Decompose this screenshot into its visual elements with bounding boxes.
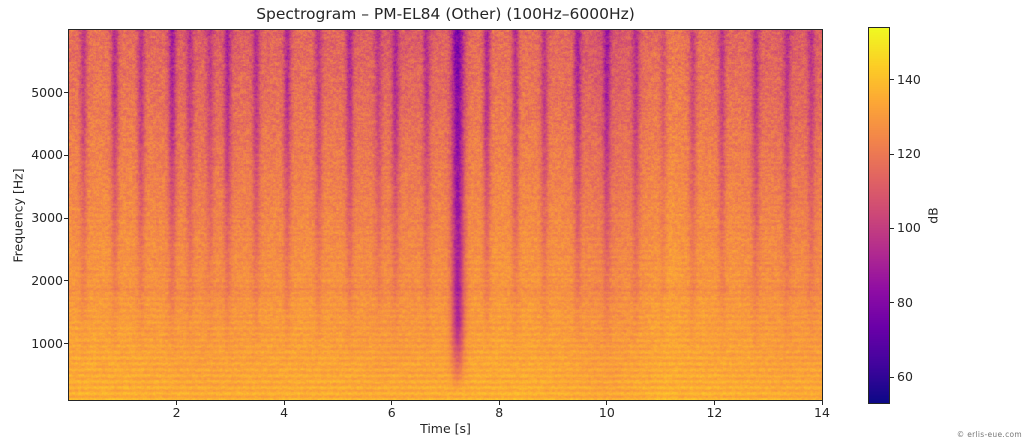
y-tick-mark <box>64 280 68 282</box>
y-tick-label: 5000 <box>31 84 63 100</box>
x-tick-mark <box>283 401 285 405</box>
spectrogram-heatmap-canvas <box>68 29 823 401</box>
x-tick-label: 10 <box>598 405 615 420</box>
y-tick-mark <box>64 92 68 94</box>
colorbar-tick-mark <box>890 376 894 378</box>
x-axis-label: Time [s] <box>420 421 471 436</box>
y-tick-mark <box>64 154 68 156</box>
x-tick-mark <box>498 401 500 405</box>
x-tick-label: 8 <box>495 405 504 420</box>
y-tick-mark <box>64 343 68 345</box>
x-tick-label: 4 <box>280 405 289 420</box>
x-tick-mark <box>176 401 178 405</box>
colorbar-tick-label: 60 <box>897 369 913 384</box>
x-tick-label: 2 <box>172 405 181 420</box>
colorbar-tick-label: 140 <box>897 71 921 87</box>
colorbar-tick-mark <box>890 79 894 81</box>
y-tick-label: 2000 <box>31 272 63 288</box>
colorbar-tick-label: 120 <box>897 146 921 162</box>
y-tick-label: 4000 <box>31 147 63 163</box>
colorbar-canvas <box>868 27 890 404</box>
x-tick-label: 6 <box>387 405 396 420</box>
colorbar-tick-mark <box>890 227 894 229</box>
y-tick-label: 1000 <box>31 335 63 351</box>
watermark: © erlis-eue.com <box>956 430 1022 439</box>
colorbar-tick-mark <box>890 153 894 155</box>
y-tick-label: 3000 <box>31 210 63 226</box>
x-tick-mark <box>606 401 608 405</box>
x-tick-label: 14 <box>814 405 830 420</box>
y-tick-mark <box>64 217 68 219</box>
x-tick-mark <box>821 401 823 405</box>
chart-title: Spectrogram – PM-EL84 (Other) (100Hz–600… <box>256 5 635 23</box>
x-tick-mark <box>391 401 393 405</box>
x-tick-label: 12 <box>706 405 723 420</box>
x-tick-mark <box>713 401 715 405</box>
colorbar-tick-label: 80 <box>897 294 913 310</box>
colorbar-tick-mark <box>890 302 894 304</box>
colorbar-tick-label: 100 <box>897 220 921 236</box>
